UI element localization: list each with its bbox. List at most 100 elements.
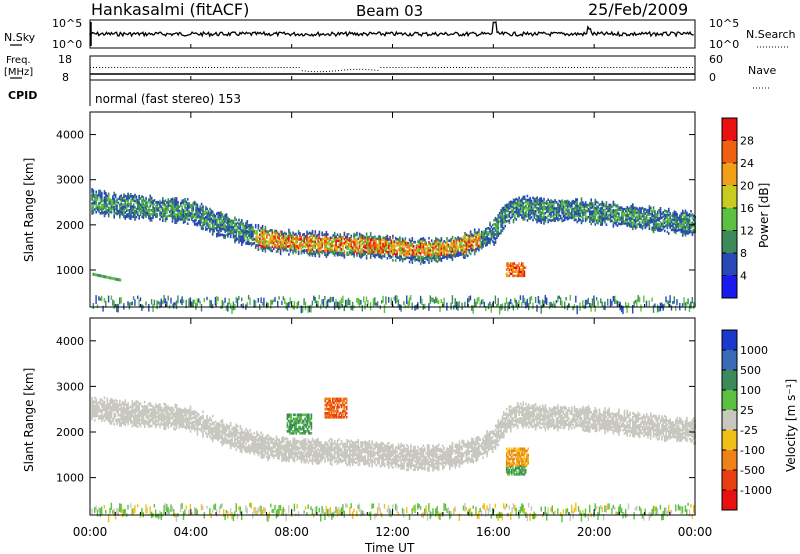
- velocity-cell: [131, 402, 134, 405]
- power-cell: [95, 198, 97, 202]
- power-cell: [433, 244, 436, 247]
- power-cell: [342, 246, 344, 249]
- velocity-cell: [94, 507, 96, 514]
- velocity-cell: [142, 410, 145, 413]
- power-cell: [128, 196, 131, 200]
- velocity-cell: [160, 422, 163, 426]
- power-cell: [480, 244, 483, 248]
- velocity-cell: [138, 418, 140, 422]
- velocity-cell: [166, 415, 168, 419]
- power-cell: [454, 236, 457, 240]
- power-cell: [146, 200, 149, 204]
- power-cell: [632, 227, 634, 231]
- velocity-cell: [156, 405, 158, 408]
- power-cell: [297, 232, 300, 235]
- velocity-cell: [94, 415, 96, 418]
- velocity-cell: [131, 414, 134, 418]
- power-cell: [239, 237, 242, 241]
- power-cell: [185, 214, 188, 218]
- power-cell: [661, 222, 663, 226]
- power-cell: [497, 214, 500, 217]
- power-cell: [411, 259, 414, 262]
- power-cell: [597, 221, 599, 225]
- velocity-cell: [112, 407, 114, 410]
- velocity-cell: [164, 425, 167, 429]
- power-cell: [511, 213, 513, 216]
- power-cell: [407, 300, 409, 308]
- power-cell: [485, 242, 487, 245]
- power-cell: [313, 252, 315, 256]
- velocity-cell: [149, 424, 152, 428]
- power-cell: [681, 217, 684, 221]
- power-cell: [421, 239, 423, 243]
- power-cell: [325, 239, 328, 242]
- power-cell: [666, 210, 669, 213]
- power-cell: [693, 224, 695, 228]
- power-cell: [529, 205, 531, 208]
- power-cell: [564, 218, 566, 221]
- power-cell: [561, 217, 563, 221]
- power-cell: [202, 211, 204, 214]
- power-cell: [576, 198, 579, 201]
- power-cell: [611, 209, 613, 212]
- power-cell: [519, 201, 522, 204]
- power-cell: [220, 215, 222, 218]
- power-cell: [223, 221, 225, 225]
- power-cell: [518, 210, 520, 214]
- power-cell: [572, 306, 574, 311]
- power-cell: [523, 207, 526, 211]
- power-cell: [654, 210, 656, 213]
- power-cell: [260, 241, 262, 244]
- power-cell: [419, 248, 422, 251]
- nave-point: [123, 67, 125, 68]
- power-cell: [266, 244, 268, 247]
- power-cell: [224, 216, 226, 219]
- power-cell: [367, 235, 369, 239]
- power-cell: [598, 211, 601, 215]
- velocity-cell: [96, 414, 99, 417]
- power-cell: [432, 244, 434, 248]
- power-cell: [220, 211, 222, 214]
- power-cell: [437, 259, 440, 262]
- power-cell: [124, 217, 127, 220]
- power-cell: [303, 298, 305, 306]
- power-cell: [614, 219, 616, 223]
- power-cell: [368, 241, 371, 245]
- velocity-cell: [135, 404, 138, 407]
- power-cell: [551, 210, 554, 214]
- power-cell: [540, 217, 543, 220]
- power-cell: [112, 205, 114, 208]
- power-cell: [490, 237, 493, 241]
- velocity-cell: [156, 407, 158, 410]
- power-cell: [164, 203, 167, 207]
- power-cell: [149, 198, 152, 202]
- power-cell: [623, 207, 626, 211]
- power-cell: [598, 217, 601, 221]
- power-cell: [480, 234, 483, 238]
- power-cell: [645, 218, 648, 222]
- power-cell: [321, 231, 323, 235]
- power-cell: [526, 219, 529, 222]
- power-cell: [216, 232, 218, 236]
- power-cell: [598, 213, 601, 217]
- velocity-cell: [149, 420, 152, 424]
- power-cell: [236, 225, 239, 229]
- power-cell: [211, 210, 214, 214]
- power-cell: [636, 207, 638, 210]
- power-cell: [469, 232, 472, 235]
- power-cell: [476, 297, 479, 305]
- velocity-cell: [96, 412, 99, 415]
- power-cell: [113, 199, 115, 203]
- power-cell: [220, 223, 222, 226]
- power-cell: [677, 218, 680, 222]
- power-cell: [684, 302, 687, 311]
- power-cell: [131, 199, 134, 202]
- power-cell: [282, 247, 285, 250]
- velocity-cell: [143, 411, 146, 414]
- power-cell: [633, 208, 635, 212]
- velocity-cell: [96, 410, 99, 413]
- power-cell: [634, 224, 637, 228]
- power-cell: [260, 247, 262, 250]
- power-cell: [317, 245, 319, 249]
- velocity-cell: [155, 421, 157, 425]
